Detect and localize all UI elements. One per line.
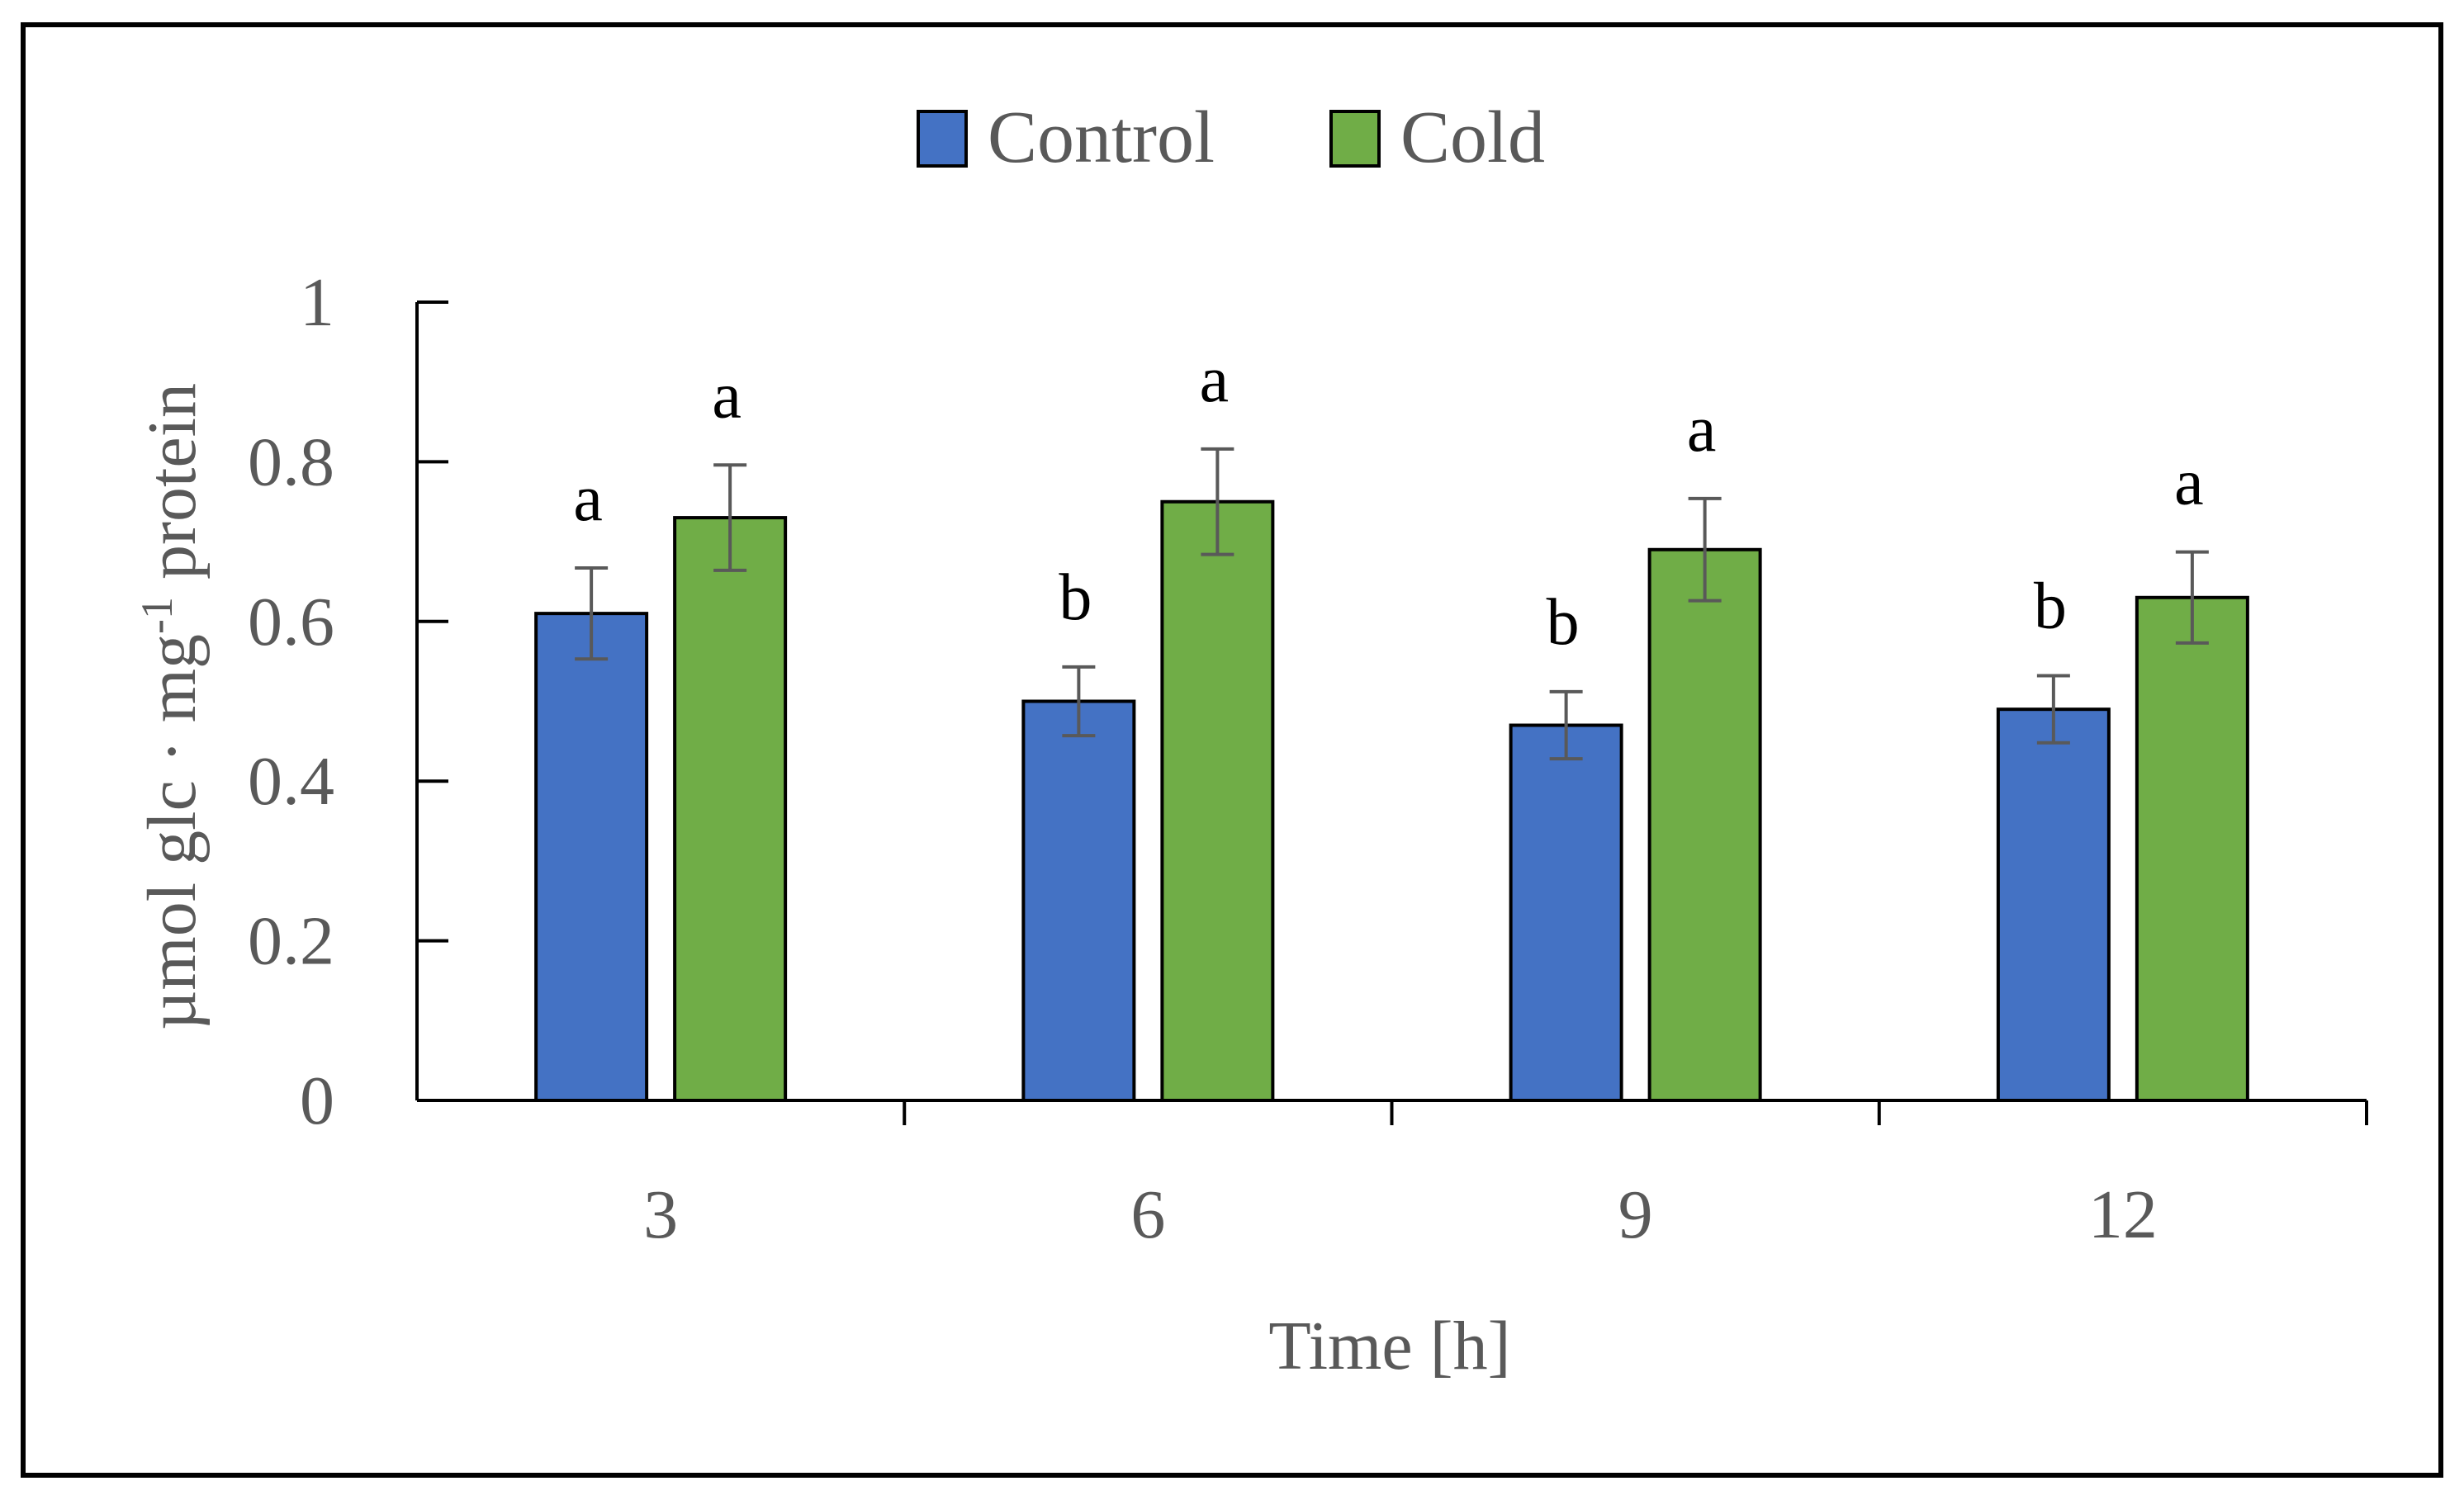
x-axis-title: Time [h] [1268,1308,1510,1384]
bar-control-9 [1509,723,1623,1102]
x-tick-label: 6 [1130,1176,1165,1253]
significance-letter: b [1547,586,1580,659]
y-tick-label: 0.6 [248,584,334,660]
y-axis-title: µmol glc · mg-1 protein [132,383,211,1030]
y-tick-label: 0.4 [248,743,334,820]
legend: Control Cold [917,97,1545,178]
x-tick-label: 3 [643,1176,678,1253]
significance-letter: a [1200,343,1230,416]
legend-swatch-control [917,110,968,168]
significance-letter: a [1687,393,1717,466]
y-axis-title-superscript: -1 [132,597,182,634]
significance-letter: a [2174,447,2204,519]
significance-letter: a [712,359,742,432]
bar-cold-12 [2135,595,2249,1102]
legend-swatch-cold [1329,110,1381,168]
bar-control-3 [534,612,649,1102]
y-tick-label: 0.8 [248,424,334,500]
plot-area: 0 0.2 0.4 0.6 0.8 1 3 6 9 12 a a b a b a b a [248,264,2368,1253]
bar-control-12 [1996,707,2111,1102]
y-tick-label: 0.2 [248,903,334,980]
y-axis-title-main: µmol glc · mg [134,634,211,1030]
y-tick-label: 1 [300,264,334,341]
y-tick-label: 0 [300,1062,334,1139]
significance-letter: b [2034,570,2067,643]
x-tick-label: 12 [2088,1176,2158,1253]
legend-label-control: Control [988,97,1215,178]
bar-cold-3 [673,516,788,1102]
significance-letter: a [573,462,603,535]
significance-letter: b [1059,561,1092,634]
bar-control-6 [1021,699,1136,1102]
bar-cold-6 [1160,499,1275,1102]
bar-cold-9 [1647,547,1762,1102]
x-tick-label: 9 [1618,1176,1653,1253]
y-axis-title-tail: protein [134,383,211,597]
legend-label-cold: Cold [1400,97,1545,178]
